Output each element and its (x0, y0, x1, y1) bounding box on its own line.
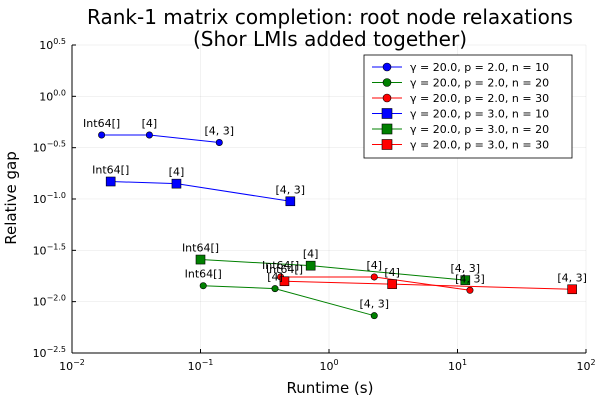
x-axis-label: Runtime (s) (287, 379, 374, 397)
data-point-circle (199, 282, 207, 290)
data-point-square (279, 276, 290, 287)
legend-marker-square (381, 139, 393, 150)
data-point-circle (215, 138, 223, 146)
legend-marker-circle (382, 62, 392, 72)
data-point-label: [4] (267, 271, 283, 284)
data-point-label: [4] (384, 266, 400, 279)
legend: γ = 20.0, p = 2.0, n = 10 γ = 20.0, p = 2… (363, 54, 573, 159)
y-axis-label: Relative gap (2, 151, 20, 245)
data-point-square (285, 196, 296, 207)
data-point-square (567, 284, 577, 295)
x-tick-label: 10−2 (59, 358, 85, 373)
data-point-square (105, 176, 116, 187)
data-point-circle (271, 285, 279, 293)
legend-entry-label: γ = 20.0, p = 3.0, n = 10 (410, 108, 549, 121)
data-point-label: Int64[] (83, 117, 120, 130)
legend-entry-label: γ = 20.0, p = 3.0, n = 30 (410, 139, 549, 152)
data-point-circle (145, 131, 153, 139)
data-point-label: [4, 3] (276, 183, 306, 196)
series-layer (98, 131, 577, 320)
y-tick-label: 100.0 (39, 88, 66, 103)
data-point-square (305, 260, 316, 271)
legend-marker-square (381, 108, 393, 119)
data-point-label: [4, 3] (451, 262, 481, 275)
axis-layer: 10−2 10−1 100 101 102 10−2.5 10−2.0 10−1.5 10−1.… (33, 37, 596, 373)
series-line (101, 134, 220, 143)
data-point-label: Int64[] (262, 259, 299, 272)
chart-title-line-1: Rank-1 matrix completion: root node rela… (87, 5, 573, 29)
chart-title-line-2: (Shor LMIs added together) (193, 27, 467, 51)
data-point-square (171, 178, 182, 189)
series-line (284, 280, 573, 290)
y-tick-label: 10−2.5 (33, 345, 66, 360)
legend-marker-square (381, 123, 393, 135)
legend-entry-label: γ = 20.0, p = 2.0, n = 30 (410, 92, 549, 105)
data-point-label: [4] (366, 259, 382, 272)
y-tick-label: 100.5 (39, 37, 66, 52)
legend-marker-circle (382, 93, 392, 103)
data-point-label: [4] (169, 166, 185, 179)
data-point-circle (370, 312, 378, 320)
data-point-label: [4] (303, 248, 319, 261)
data-point-square (195, 254, 206, 265)
x-tick-label: 102 (576, 358, 595, 373)
data-point-label: [4, 3] (359, 298, 389, 311)
legend-box (363, 54, 573, 159)
data-point-circle (370, 273, 378, 281)
x-tick-label: 101 (448, 358, 467, 373)
y-tick-label: 10−2.0 (33, 294, 66, 309)
legend-entry-label: γ = 20.0, p = 2.0, n = 10 (410, 61, 549, 74)
x-tick-label: 100 (319, 358, 338, 373)
legend-entry-label: γ = 20.0, p = 3.0, n = 20 (410, 123, 549, 136)
y-tick-label: 10−1.5 (33, 242, 66, 257)
data-point-square (387, 279, 397, 289)
data-point-label: Int64[] (266, 263, 303, 276)
data-point-label: Int64[] (92, 164, 129, 177)
data-point-label: [4, 3] (455, 272, 485, 285)
point-label-layer: Int64[] [4][4, 3]Int64[] [4][4, 3]Int64[][… (83, 117, 587, 311)
data-point-label: [4, 3] (204, 124, 234, 137)
data-point-square (460, 275, 471, 285)
x-tick-label: 10−1 (188, 358, 214, 373)
data-point-label: [4, 3] (557, 271, 587, 284)
y-tick-label: 10−0.5 (33, 140, 66, 155)
legend-entry-label: γ = 20.0, p = 2.0, n = 20 (410, 77, 549, 90)
data-point-label: [4] (142, 117, 158, 130)
data-point-label: Int64[] (185, 268, 222, 281)
data-point-circle (98, 131, 106, 139)
series-line (203, 285, 375, 317)
data-point-label: Int64[] (182, 242, 219, 255)
data-point-circle (466, 286, 474, 294)
y-tick-label: 10−1.0 (33, 191, 66, 206)
legend-marker-circle (382, 78, 392, 87)
